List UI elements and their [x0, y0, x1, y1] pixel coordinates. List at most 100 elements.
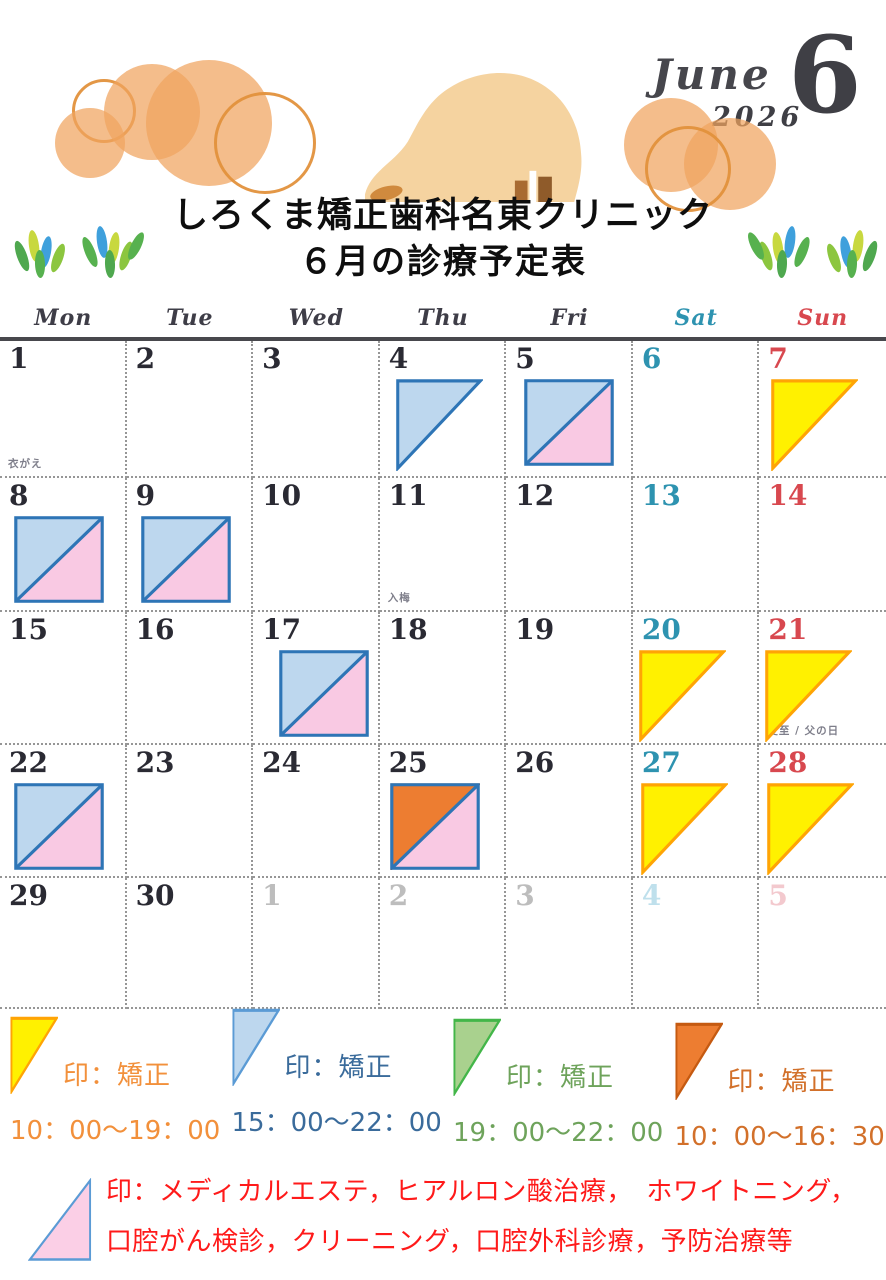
day-cell-26: 26 [506, 745, 633, 878]
day-number: 11 [388, 479, 428, 512]
day-number: 27 [641, 746, 681, 779]
circle-outline-icon [645, 126, 731, 212]
day-number: 20 [641, 613, 681, 646]
weekday-thu: Thu [417, 305, 469, 331]
marker-tri-yellow [641, 783, 728, 875]
day-cell-22: 22 [0, 745, 127, 878]
day-number: 25 [388, 746, 428, 779]
legend-label: 印：矯正 [727, 1067, 836, 1097]
marker-tri-yellow [639, 650, 726, 742]
day-number: 10 [262, 479, 302, 512]
day-cell-3: 3 [253, 341, 380, 478]
day-cell-8: 8 [0, 478, 127, 612]
day-cell-2: 2 [126, 341, 254, 478]
day-number: 21 [768, 613, 808, 646]
orange-triangle-icon [674, 1022, 723, 1100]
legend-item-green: 印：矯正 19：00～22：00 [443, 1018, 665, 1149]
legend-item-orange: 印：矯正 10：00～16：30 [665, 1022, 886, 1153]
grass-leaves [14, 226, 144, 278]
month-number: 6 [788, 12, 862, 137]
month-name: June [652, 50, 772, 99]
legend-item-blue: 印：矯正 15：00～22：00 [222, 1008, 444, 1139]
marker-split-blue [524, 379, 615, 466]
day-number: 5 [768, 879, 788, 912]
marker-split-blue [140, 516, 231, 603]
marker-split-blue [279, 650, 369, 737]
day-cell-7: 7 [759, 341, 886, 478]
day-number: 1 [262, 879, 282, 912]
day-cell-4: 4 [379, 341, 507, 478]
day-cell-11: 11 入梅 [379, 478, 507, 612]
legend-section: 印：矯正 10：00～19：00 印：矯正 15：00～22：00 印：矯正 1… [0, 1008, 886, 1152]
day-cell-1: 1 衣がえ [0, 341, 127, 478]
legend-label: 印：矯正 [63, 1061, 172, 1091]
day-cell-29: 29 [0, 878, 127, 1009]
day-cell-25: 25 [379, 745, 507, 878]
day-number: 26 [515, 746, 555, 779]
day-number: 6 [641, 342, 662, 375]
weekday-sat: Sat [674, 305, 718, 331]
weekday-fri: Fri [550, 305, 589, 331]
weekday-wed: Wed [288, 305, 345, 331]
marker-tri-yellow [767, 783, 855, 875]
day-number: 3 [262, 342, 282, 375]
weekday-tue: Tue [166, 305, 214, 331]
day-cell-16: 16 [126, 612, 254, 745]
day-number: 16 [135, 613, 175, 646]
day-number: 12 [515, 479, 555, 512]
day-number: 2 [388, 879, 409, 912]
marker-split-blue [14, 783, 104, 870]
day-number: 7 [768, 342, 788, 375]
weekday-header: Mon Tue Wed Thu Fri Sat Sun [0, 299, 886, 341]
day-number: 3 [515, 879, 535, 912]
marker-tri-yellow [765, 650, 853, 742]
day-cell-next-5: 5 [759, 878, 886, 1009]
day-note: 夏至 / 父の日 [767, 725, 840, 737]
yellow-triangle-icon [10, 1016, 58, 1094]
grass-decoration-left [14, 226, 144, 278]
day-cell-10: 10 [253, 478, 380, 612]
schedule-subtitle: ６月の診療予定表 [299, 241, 587, 282]
day-cell-28: 28 [759, 745, 886, 878]
legend-label: 印：矯正 [284, 1053, 393, 1083]
day-number: 17 [262, 613, 302, 646]
legend-time: 10：00～19：00 [10, 1116, 221, 1146]
day-cell-23: 23 [126, 745, 254, 878]
day-cell-27: 27 [632, 745, 760, 878]
day-cell-12: 12 [506, 478, 633, 612]
day-number: 13 [641, 479, 681, 512]
grass-leaves [748, 226, 878, 278]
day-number: 4 [388, 342, 409, 375]
day-cell-6: 6 [632, 341, 760, 478]
day-cell-15: 15 [0, 612, 127, 745]
day-number: 5 [515, 342, 535, 375]
day-number: 4 [641, 879, 662, 912]
weekday-mon: Mon [34, 305, 93, 331]
day-number: 23 [135, 746, 175, 779]
bear-illustration [364, 73, 582, 202]
day-cell-5: 5 [506, 341, 633, 478]
day-cell-30: 30 [126, 878, 254, 1009]
day-cell-13: 13 [632, 478, 760, 612]
day-cell-next-2: 2 [379, 878, 507, 1009]
grass-decoration-right [748, 226, 878, 278]
marker-tri-yellow [771, 379, 859, 471]
day-number: 30 [135, 879, 175, 912]
day-cell-next-1: 1 [253, 878, 380, 1009]
day-number: 8 [9, 479, 29, 512]
weekday-sun: Sun [797, 305, 849, 331]
circle-outline-icon [214, 92, 316, 194]
day-number: 9 [135, 479, 156, 512]
calendar-grid: 1 衣がえ 2 3 4 5 6 7 8 9 10 11 入梅 12 13 14 15 16 17 18 19 20 21 夏至… [0, 341, 886, 1009]
page-title: しろくま矯正歯科名東クリニック ６月の診療予定表 [0, 194, 886, 285]
pink-legend-line1: 印：メディカルエステ，ヒアルロン酸治療， ホワイトニング， [106, 1177, 857, 1207]
day-cell-14: 14 [759, 478, 886, 612]
legend-time: 10：00～16：30 [674, 1122, 885, 1152]
marker-split-blue [14, 516, 104, 603]
day-cell-24: 24 [253, 745, 380, 878]
pink-legend-text: 印：メディカルエステ，ヒアルロン酸治療， ホワイトニング， 口腔がん検診，クリー… [106, 1168, 857, 1268]
pink-legend-line2: 口腔がん検診，クリーニング，口腔外科診療，予防治療等 [106, 1226, 794, 1257]
day-cell-17: 17 [253, 612, 380, 745]
pink-triangle-icon [28, 1178, 92, 1261]
